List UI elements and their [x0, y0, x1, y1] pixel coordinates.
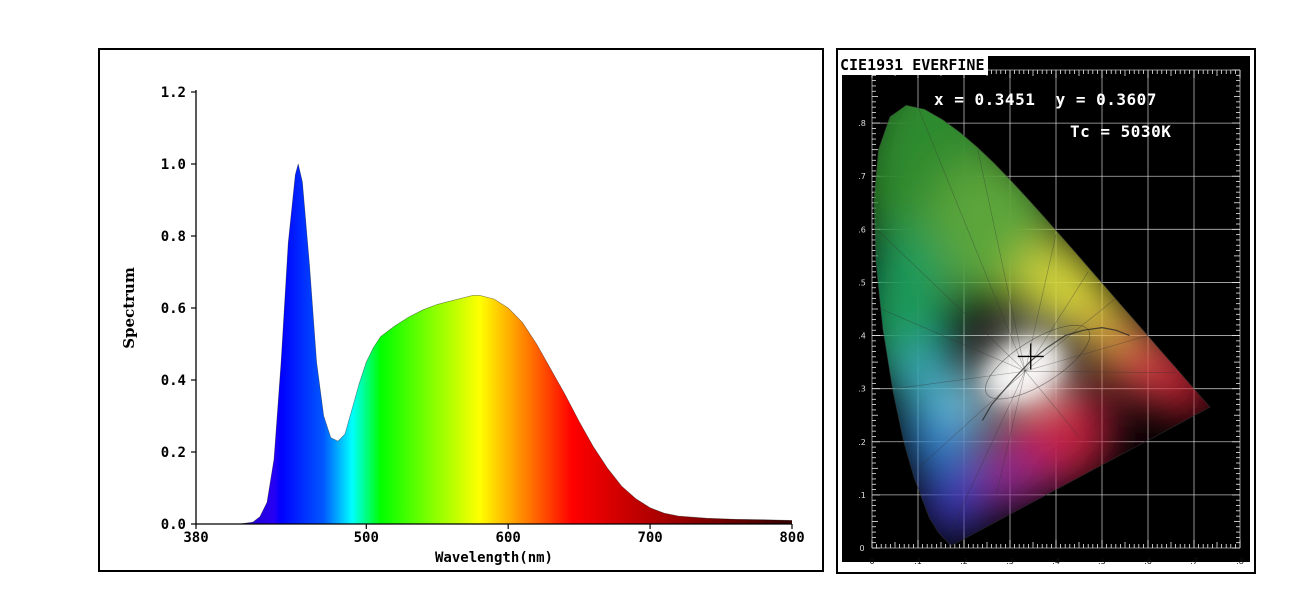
cie-overlay-lines	[873, 104, 1211, 546]
spectrum-line	[196, 163, 793, 525]
spectrum-area	[196, 164, 792, 524]
x-tick-label: 800	[779, 530, 804, 546]
y-tick-label: 0.8	[161, 229, 186, 245]
cie-y-tick-label: .3	[858, 385, 866, 394]
x-tick-label: 600	[496, 530, 521, 546]
cie-y-tick-label: .2	[858, 438, 866, 447]
cie-x-tick-label: .5	[1098, 557, 1106, 566]
cie-x-tick-label: .6	[1144, 557, 1152, 566]
spectrum-chart: 0.0 0.2 0.4 0.6 0.8 1.0 1.2 380 500 600 700 800 Wave…	[120, 85, 805, 566]
cie-x-tick-label: 0	[869, 557, 874, 566]
cie-y-tick-label: .5	[858, 278, 866, 287]
cie-y-tick-label: .1	[858, 491, 866, 500]
cie-x-tick-label: .1	[914, 557, 922, 566]
cie-x-tick-label: .3	[1006, 557, 1014, 566]
y-tick-label: 1.0	[161, 157, 186, 173]
x-axis-label: Wavelength(nm)	[435, 550, 553, 566]
x-tick-label: 380	[183, 530, 208, 546]
cie-x-tick-label: .8	[1236, 557, 1244, 566]
cie-diagram-panel: 0 .1 .2 .3 .4 .5 .6 .7 .8 0 .1 .2 .3 .4 .5 .6 .7 .8 CIE19…	[836, 48, 1256, 574]
cie-y-tick-label: .4	[858, 332, 866, 341]
chromaticity-coordinates: x = 0.3451 y = 0.3607	[934, 90, 1157, 109]
y-tick-label: 0.6	[161, 301, 186, 317]
x-tick-label: 700	[637, 530, 662, 546]
spectrum-chart-panel: 0.0 0.2 0.4 0.6 0.8 1.0 1.2 380 500 600 700 800 Wave…	[98, 48, 824, 572]
cie-diagram: 0 .1 .2 .3 .4 .5 .6 .7 .8 0 .1 .2 .3 .4 .5 .6 .7 .8	[842, 56, 1250, 566]
y-tick-label: 1.2	[161, 85, 186, 101]
cie-tick-labels: 0 .1 .2 .3 .4 .5 .6 .7 .8 0 .1 .2 .3 .4 .5 .6 .7 .8	[858, 119, 1244, 566]
cie-x-tick-label: .4	[1052, 557, 1060, 566]
cie-y-tick-label: .6	[858, 225, 866, 234]
y-axis-label: Spectrum	[120, 267, 138, 349]
color-temperature: Tc = 5030K	[1070, 122, 1172, 141]
cie-x-tick-label: .2	[960, 557, 968, 566]
y-tick-label: 0.4	[161, 373, 186, 389]
cie-y-tick-label: 0	[859, 544, 864, 553]
x-tick-label: 500	[354, 530, 379, 546]
y-tick-label: 0.0	[161, 517, 186, 533]
chromaticity-point-marker	[1017, 343, 1044, 370]
cie-x-tick-label: .7	[1190, 557, 1198, 566]
cie-y-tick-label: .8	[858, 119, 866, 128]
cie-title: CIE1931 EVERFINE	[840, 56, 988, 75]
cie-y-tick-label: .7	[858, 172, 866, 181]
y-tick-label: 0.2	[161, 445, 186, 461]
